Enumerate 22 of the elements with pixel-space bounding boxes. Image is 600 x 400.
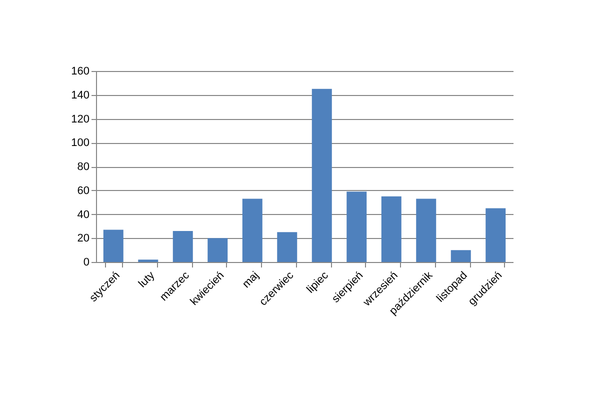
y-tick-label: 140 (71, 89, 90, 102)
y-tick-label: 80 (77, 161, 90, 173)
x-tick-label: luty (136, 269, 158, 290)
y-tick-label: 120 (71, 113, 90, 126)
bar (346, 192, 367, 262)
bar (312, 88, 332, 262)
bar (486, 208, 506, 262)
bar (381, 196, 402, 262)
bar (172, 230, 193, 262)
bar (103, 230, 124, 262)
y-tick-label: 0 (83, 256, 90, 268)
bar (416, 198, 436, 262)
y-tick-label: 60 (77, 184, 90, 197)
y-tick-label: 160 (71, 66, 90, 78)
bar (208, 238, 228, 262)
y-tick-label: 40 (77, 208, 90, 221)
y-tick-label: 100 (71, 137, 90, 150)
y-tick-label: 20 (77, 232, 90, 245)
bar (450, 250, 471, 262)
bar (242, 198, 262, 262)
x-tick-label: maj (240, 270, 262, 291)
bar (277, 232, 298, 262)
